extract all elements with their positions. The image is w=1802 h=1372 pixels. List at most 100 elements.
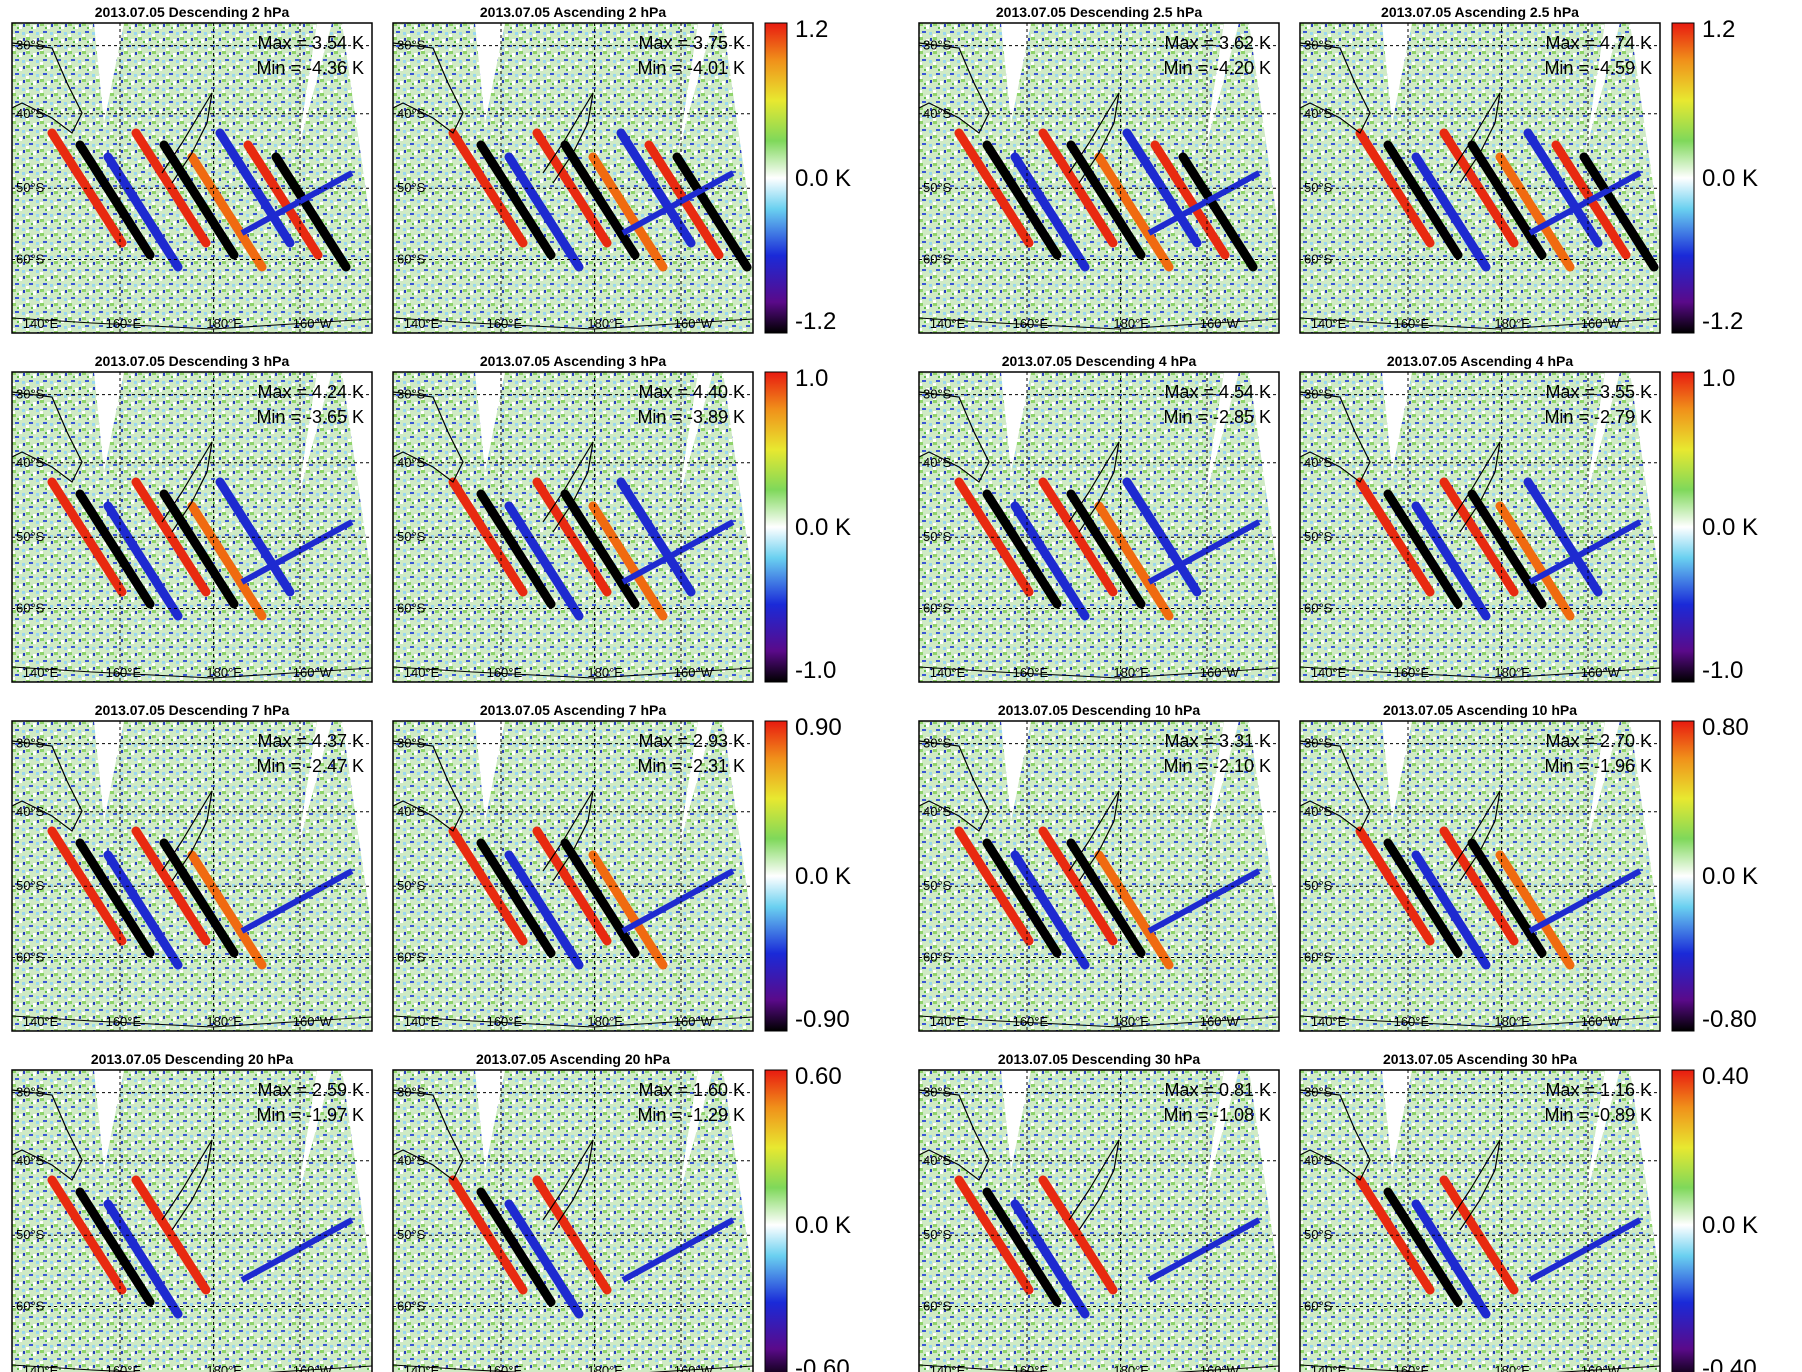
map-frame [392, 1069, 754, 1372]
min-label: Min = -3.89 K [637, 407, 745, 427]
wave-stripe [1066, 838, 1146, 958]
wave-stripe [504, 152, 584, 272]
coastline [1300, 391, 1371, 483]
wave-stripe [448, 128, 528, 248]
lon-label: 140°E [23, 316, 59, 331]
colorbar [1671, 1069, 1695, 1372]
wave-stripe [476, 489, 556, 609]
max-label: Max = 2.93 K [638, 731, 745, 751]
lon-label: 180°E [1494, 665, 1530, 680]
lat-label: 40°S [16, 1153, 45, 1168]
map-content [393, 1070, 753, 1372]
no-data-wedge [1585, 372, 1620, 502]
lon-label: 160°W [293, 316, 333, 331]
max-label: Max = 2.59 K [257, 1080, 364, 1100]
colorbar-label: 0.40 [1702, 1063, 1749, 1090]
no-data-region [1249, 372, 1279, 582]
lon-label: 180°E [1494, 1363, 1530, 1372]
lat-label: 50°S [16, 878, 45, 893]
max-label: Max = 4.37 K [257, 731, 364, 751]
wave-stripe [1495, 501, 1575, 621]
wave-stripe [1355, 826, 1435, 946]
panel-title: 2013.07.05 Ascending 30 hPa [1383, 1051, 1577, 1067]
wave-stripe [159, 489, 239, 609]
lat-label: 30°S [16, 38, 45, 53]
wave-stripe [532, 128, 612, 248]
wave-stripe [1411, 850, 1491, 970]
map-panel: 30°S 40°S 50°S 60°S 140°E 160°E 180°E 160°W Max … [1299, 720, 1661, 1032]
wave-stripe [1147, 170, 1261, 236]
wave-stripe [1439, 128, 1519, 248]
lon-label: 180°E [206, 1014, 242, 1029]
min-label: Min = -4.59 K [1544, 58, 1652, 78]
coastline [1300, 740, 1371, 832]
coastline [1449, 790, 1501, 882]
lon-label: 140°E [404, 1014, 440, 1029]
wave-stripe [560, 489, 640, 609]
coastline [12, 1364, 372, 1372]
max-label: Max = 3.55 K [1545, 382, 1652, 402]
lon-label: 160°E [106, 665, 142, 680]
no-data-wedge [1001, 23, 1031, 123]
coastline [12, 42, 83, 134]
colorbar-label: 1.2 [1702, 16, 1735, 43]
wave-stripe [448, 477, 528, 597]
map-frame [1299, 1069, 1661, 1372]
lon-label: 160°W [1581, 1014, 1621, 1029]
panel-title: 2013.07.05 Ascending 7 hPa [480, 702, 666, 718]
wave-stripe [476, 838, 556, 958]
min-label: Min = -4.36 K [256, 58, 364, 78]
map-frame [918, 371, 1280, 683]
max-label: Max = 3.75 K [638, 33, 745, 53]
min-label: Min = -2.85 K [1163, 407, 1271, 427]
wave-stripe [1066, 140, 1146, 260]
colorbar-label: 0.0 K [1702, 165, 1758, 192]
colorbar-label: -1.0 [795, 657, 836, 684]
map-frame [918, 22, 1280, 334]
wave-stripe [1094, 501, 1174, 621]
wave-stripe [1579, 152, 1659, 272]
wave-stripe [1147, 519, 1261, 585]
coastline [161, 790, 213, 882]
coastline [161, 92, 213, 184]
colorbar [764, 720, 788, 1032]
coastline [1300, 42, 1371, 134]
lat-label: 60°S [923, 601, 952, 616]
colorbar-label: 0.90 [795, 714, 842, 741]
wave-stripe [1383, 1187, 1463, 1307]
lon-label: 160°E [1394, 316, 1430, 331]
panel-title: 2013.07.05 Descending 30 hPa [998, 1051, 1201, 1067]
no-data-wedge [1585, 23, 1620, 153]
lat-label: 40°S [16, 106, 45, 121]
no-data-region [1630, 372, 1660, 582]
lat-label: 40°S [1304, 106, 1333, 121]
lon-label: 180°E [1113, 665, 1149, 680]
colorbar [1671, 720, 1695, 1032]
no-data-wedge [678, 372, 713, 502]
coastline [393, 1364, 753, 1372]
lat-label: 50°S [1304, 1227, 1333, 1242]
lon-label: 180°E [587, 1014, 623, 1029]
map-frame [1299, 720, 1661, 1032]
lon-label: 180°E [1113, 1014, 1149, 1029]
no-data-wedge [475, 1070, 505, 1170]
lon-label: 160°W [1200, 1363, 1240, 1372]
lon-label: 140°E [930, 1014, 966, 1029]
wave-stripe [1383, 489, 1463, 609]
no-data-wedge [297, 721, 332, 851]
min-label: Min = -3.65 K [256, 407, 364, 427]
lon-label: 160°W [674, 1014, 714, 1029]
lon-label: 160°E [1013, 316, 1049, 331]
colorbar-label: -0.80 [1702, 1006, 1757, 1033]
wave-stripe [982, 838, 1062, 958]
colorbar-label: 0.0 K [795, 863, 851, 890]
lon-label: 160°W [293, 1014, 333, 1029]
wave-stripe [1150, 140, 1230, 260]
lat-label: 60°S [1304, 950, 1333, 965]
wave-stripe [1495, 152, 1575, 272]
wave-stripe [240, 170, 354, 236]
panel-title: 2013.07.05 Ascending 3 hPa [480, 353, 666, 369]
lat-label: 60°S [397, 252, 426, 267]
max-label: Max = 3.31 K [1164, 731, 1271, 751]
panel-title: 2013.07.05 Ascending 2 hPa [480, 4, 666, 20]
